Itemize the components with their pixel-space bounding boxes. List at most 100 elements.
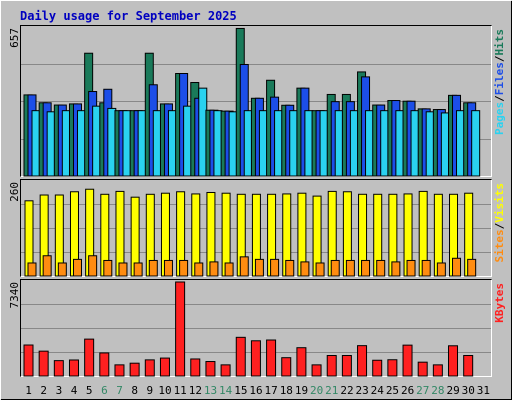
bar-kbytes-day-28 [432, 364, 443, 377]
bar-kbytes-day-14 [220, 364, 231, 377]
x-tick-label: 26 [401, 384, 414, 397]
bar-sites-day-3 [57, 262, 67, 277]
x-tick-label: 21 [325, 384, 338, 397]
bar-kbytes-day-13 [205, 361, 216, 377]
y-max-label-kbytes: 7340 [8, 282, 21, 309]
bar-sites-day-16 [254, 258, 264, 277]
bar-kbytes-day-5 [84, 338, 95, 377]
bar-sites-day-10 [163, 259, 173, 277]
x-tick-label: 19 [295, 384, 308, 397]
bar-kbytes-day-6 [99, 352, 110, 377]
legend-kbytes: KBytes [493, 283, 506, 323]
bar-kbytes-day-18 [281, 357, 292, 377]
bar-sites-day-8 [133, 262, 143, 277]
bar-sites-day-18 [285, 259, 295, 277]
bar-sites-day-11 [179, 259, 189, 277]
bar-kbytes-day-4 [68, 359, 79, 377]
x-tick-label: 22 [340, 384, 353, 397]
x-tick-label: 7 [116, 384, 123, 397]
x-tick-label: 1 [25, 384, 32, 397]
bar-sites-day-20 [315, 262, 325, 277]
legend-entry: Files [493, 62, 506, 95]
bar-kbytes-day-12 [190, 358, 201, 377]
y-max-label-hits-files-pages: 657 [8, 28, 21, 48]
x-tick-label: 13 [204, 384, 217, 397]
x-tick-label: 28 [431, 384, 444, 397]
x-tick-label: 30 [462, 384, 475, 397]
x-tick-label: 8 [131, 384, 138, 397]
legend-entry: Pages [493, 102, 506, 135]
x-tick-label: 12 [189, 384, 202, 397]
bar-kbytes-day-9 [144, 359, 155, 377]
x-tick-label: 9 [147, 384, 154, 397]
bar-sites-day-1 [27, 262, 37, 277]
bar-kbytes-day-23 [357, 345, 368, 377]
x-tick-label: 15 [234, 384, 247, 397]
legend-entry: KBytes [493, 283, 506, 323]
bar-sites-day-14 [224, 262, 234, 277]
x-tick-label: 23 [356, 384, 369, 397]
x-tick-label: 11 [174, 384, 187, 397]
panel-border-dark-visits-sites [20, 179, 492, 277]
bar-sites-day-23 [361, 259, 371, 277]
bar-kbytes-day-15 [235, 336, 246, 377]
bar-sites-day-5 [88, 255, 98, 277]
bar-sites-day-27 [421, 259, 431, 277]
bar-kbytes-day-19 [296, 347, 307, 377]
bar-sites-day-22 [345, 259, 355, 277]
bar-sites-day-19 [300, 261, 310, 277]
bar-kbytes-day-26 [402, 344, 413, 377]
panel-border-dark-hits-files-pages [20, 25, 492, 177]
bar-kbytes-day-7 [114, 364, 125, 377]
bar-sites-day-25 [391, 261, 401, 277]
x-tick-label: 3 [56, 384, 63, 397]
bar-kbytes-day-10 [159, 357, 170, 377]
chart-title: Daily usage for September 2025 [20, 9, 237, 23]
legend-entry: / [493, 95, 506, 102]
bar-pages-day-30 [471, 110, 481, 177]
bar-kbytes-day-1 [23, 344, 34, 377]
legend-hits-files-pages: Pages/Files/Hits [493, 29, 506, 135]
x-tick-label: 2 [40, 384, 47, 397]
x-tick-label: 5 [86, 384, 93, 397]
x-tick-label: 18 [280, 384, 293, 397]
bar-kbytes-day-2 [38, 350, 49, 377]
bar-sites-day-29 [452, 257, 462, 277]
bar-kbytes-day-3 [53, 360, 64, 377]
bar-sites-day-15 [239, 256, 249, 277]
x-tick-label: 27 [416, 384, 429, 397]
x-tick-label: 10 [158, 384, 171, 397]
bar-sites-day-26 [406, 259, 416, 277]
bar-kbytes-day-30 [463, 355, 474, 377]
bar-sites-day-9 [148, 259, 158, 277]
legend-entry: Sites [493, 229, 506, 262]
bar-kbytes-day-16 [250, 340, 261, 377]
x-tick-label: 4 [71, 384, 78, 397]
bar-kbytes-day-25 [387, 359, 398, 377]
y-max-label-visits-sites: 260 [8, 182, 21, 202]
x-tick-label: 31 [477, 384, 490, 397]
x-tick-label: 24 [371, 384, 385, 397]
bar-kbytes-day-21 [326, 355, 337, 377]
bar-sites-day-4 [72, 258, 82, 277]
x-tick-label: 16 [249, 384, 262, 397]
bar-kbytes-day-20 [311, 364, 322, 377]
bar-sites-day-28 [436, 262, 446, 277]
x-tick-label: 25 [386, 384, 399, 397]
bar-sites-day-24 [376, 259, 386, 277]
bar-sites-day-2 [42, 255, 52, 277]
bar-sites-day-13 [209, 261, 219, 277]
bar-kbytes-day-27 [417, 361, 428, 377]
panel-border-dark-kbytes [20, 279, 492, 377]
bar-kbytes-day-8 [129, 362, 140, 377]
bar-sites-day-12 [194, 262, 204, 277]
bar-kbytes-day-17 [266, 339, 277, 377]
x-tick-label: 14 [219, 384, 233, 397]
x-tick-label: 20 [310, 384, 323, 397]
bar-kbytes-day-29 [448, 345, 459, 377]
legend-entry: Visits [493, 183, 506, 223]
x-tick-label: 29 [446, 384, 459, 397]
bar-kbytes-day-24 [372, 359, 383, 377]
bar-sites-day-21 [330, 259, 340, 277]
bar-sites-day-30 [467, 258, 477, 277]
